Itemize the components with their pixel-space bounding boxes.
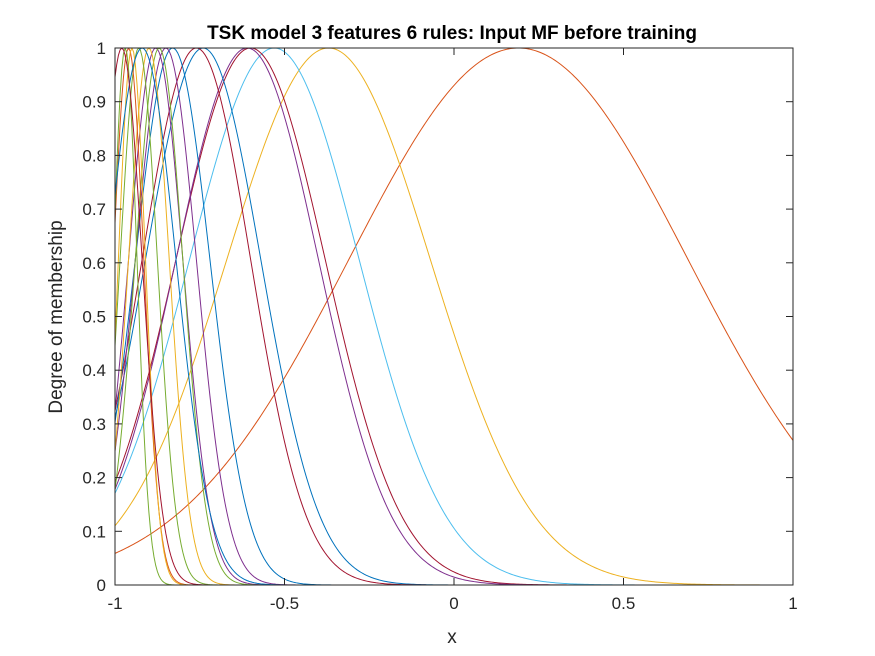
- series-line-10: [115, 48, 793, 585]
- x-axis-title: x: [447, 627, 457, 648]
- series-line-8: [115, 48, 793, 585]
- y-tick-label: 0.3: [82, 415, 106, 434]
- y-tick-label: 0.2: [82, 469, 106, 488]
- y-tick-label: 0: [97, 576, 106, 595]
- series-line-11: [115, 48, 793, 585]
- y-tick-label: 0.1: [82, 522, 106, 541]
- y-tick-label: 1: [97, 39, 106, 58]
- x-tick-label: 0: [449, 594, 458, 613]
- series-line-5: [115, 48, 793, 585]
- axes-layer: -1 -0.5 0 0.5 1 0 0.1 0.2 0.3 0.4 0.5 0.6 0.7 0.8 0.9 1: [82, 39, 797, 613]
- y-axis-title: Degree of membership: [46, 220, 67, 413]
- y-tick-label: 0.4: [82, 361, 106, 380]
- plot-area-background: [115, 48, 793, 585]
- x-tick-label: -1: [107, 594, 122, 613]
- y-tick-label: 0.7: [82, 200, 106, 219]
- series-line-4: [115, 48, 793, 585]
- x-tick-label: 1: [788, 594, 797, 613]
- y-tick-label: 0.8: [82, 146, 106, 165]
- series-line-2: [115, 48, 793, 585]
- y-tick-label: 0.6: [82, 254, 106, 273]
- series-line-17: [115, 48, 793, 585]
- series-line-1: [115, 48, 793, 554]
- y-tick-label: 0.9: [82, 93, 106, 112]
- x-tick-label: -0.5: [270, 594, 299, 613]
- series-line-9: [115, 48, 793, 585]
- y-tick-label: 0.5: [82, 308, 106, 327]
- chart-title: TSK model 3 features 6 rules: Input MF b…: [207, 23, 697, 44]
- x-tick-label: 0.5: [612, 594, 636, 613]
